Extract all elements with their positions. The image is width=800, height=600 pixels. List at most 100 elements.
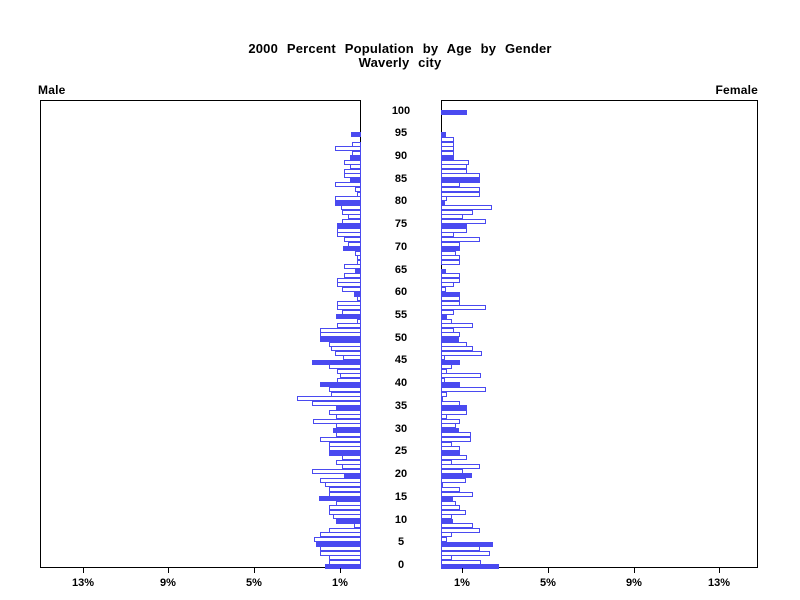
bar-male-age-82 (357, 192, 361, 197)
age-tick-label-40: 40 (394, 377, 408, 389)
age-tick-label-100: 100 (391, 105, 411, 117)
bar-male-age-66 (344, 264, 361, 269)
bar-female-age-36 (441, 401, 460, 406)
bar-female-age-64 (441, 273, 460, 278)
bar-female-age-38 (441, 392, 447, 397)
bar-female-age-76 (441, 219, 486, 224)
bar-female-age-89 (441, 160, 469, 165)
bar-female-age-12 (441, 510, 466, 515)
bar-female-age-22 (441, 464, 480, 469)
bar-female-age-69 (441, 251, 456, 256)
bar-male-age-74 (337, 228, 361, 233)
bar-male-age-50 (320, 337, 361, 342)
bar-female-age-85 (441, 178, 480, 183)
bar-female-age-63 (441, 278, 460, 283)
age-tick-label-10: 10 (394, 514, 408, 526)
bar-female-age-83 (441, 187, 480, 192)
bar-male-age-58 (337, 301, 361, 306)
bar-male-age-83 (355, 187, 361, 192)
bar-male-age-8 (329, 528, 361, 533)
bar-female-age-9 (441, 523, 473, 528)
bar-female-age-5 (441, 542, 493, 547)
bar-male-age-49 (329, 342, 361, 347)
bar-female-age-14 (441, 501, 456, 506)
bar-male-age-91 (352, 151, 361, 156)
age-tick-label-45: 45 (394, 354, 408, 366)
bar-male-age-37 (297, 396, 361, 401)
axis-tick-label-9%: 9% (626, 577, 642, 589)
male-panel-label: Male (38, 83, 66, 97)
bar-female-age-95 (441, 132, 446, 137)
axis-tick-label-13%: 13% (707, 577, 731, 589)
bar-female-age-34 (441, 410, 467, 415)
axis-tick (719, 568, 720, 573)
bar-female-age-25 (441, 451, 460, 456)
bar-male-age-93 (352, 142, 361, 147)
bar-male-age-53 (337, 323, 361, 328)
age-tick-label-20: 20 (394, 468, 408, 480)
axis-tick-label-1%: 1% (454, 577, 470, 589)
bar-female-age-27 (441, 442, 452, 447)
bar-male-age-89 (344, 160, 361, 165)
bar-male-age-72 (344, 237, 361, 242)
bar-male-age-67 (357, 260, 361, 265)
bar-male-age-85 (350, 178, 361, 183)
bar-male-age-95 (351, 132, 361, 137)
bar-male-age-63 (337, 278, 361, 283)
axis-tick (634, 568, 635, 573)
age-tick-label-5: 5 (397, 536, 405, 548)
bar-female-age-65 (441, 269, 446, 274)
bar-male-age-23 (336, 460, 361, 465)
bar-female-age-50 (441, 337, 459, 342)
bar-female-age-3 (441, 551, 490, 556)
age-tick-label-50: 50 (394, 332, 408, 344)
bar-female-age-21 (441, 469, 463, 474)
bar-female-age-41 (441, 378, 445, 383)
bar-male-age-47 (335, 351, 361, 356)
bar-male-age-12 (329, 510, 361, 515)
bar-male-age-16 (329, 492, 361, 497)
bar-female-age-40 (441, 382, 460, 387)
bar-male-age-60 (354, 292, 361, 297)
bar-female-age-82 (441, 192, 480, 197)
bar-male-age-39 (329, 387, 361, 392)
bar-male-age-14 (336, 501, 361, 506)
age-tick-label-60: 60 (394, 286, 408, 298)
bar-female-age-52 (441, 328, 454, 333)
bar-male-age-78 (342, 210, 361, 215)
bar-male-age-92 (335, 146, 361, 151)
axis-tick (548, 568, 549, 573)
axis-tick (254, 568, 255, 573)
age-tick-label-70: 70 (394, 241, 408, 253)
age-tick-label-55: 55 (394, 309, 408, 321)
bar-male-age-69 (355, 251, 361, 256)
chart-title: 2000 Percent Population by Age by Gender (248, 41, 552, 56)
axis-tick-label-5%: 5% (246, 577, 262, 589)
bar-male-age-10 (336, 519, 361, 524)
bar-male-age-41 (337, 378, 361, 383)
axis-tick (83, 568, 84, 573)
axis-tick (340, 568, 341, 573)
bar-female-age-79 (441, 205, 492, 210)
bar-female-age-8 (441, 528, 480, 533)
bar-female-age-61 (441, 287, 446, 292)
bar-male-age-27 (329, 442, 361, 447)
bar-male-age-43 (337, 369, 361, 374)
bar-female-age-74 (441, 228, 467, 233)
bar-female-age-49 (441, 342, 467, 347)
bar-female-age-19 (441, 478, 466, 483)
bar-male-age-32 (313, 419, 361, 424)
bar-male-age-21 (312, 469, 361, 474)
axis-tick-label-5%: 5% (540, 577, 556, 589)
age-tick-label-35: 35 (394, 400, 408, 412)
bar-male-age-71 (348, 242, 361, 247)
bar-female-age-23 (441, 460, 452, 465)
age-tick-label-90: 90 (394, 150, 408, 162)
bar-female-age-28 (441, 437, 471, 442)
axis-tick-label-13%: 13% (71, 577, 95, 589)
bar-male-age-34 (329, 410, 361, 415)
bar-female-age-54 (441, 319, 452, 324)
bar-male-age-80 (335, 201, 361, 206)
bar-female-age-17 (441, 487, 460, 492)
